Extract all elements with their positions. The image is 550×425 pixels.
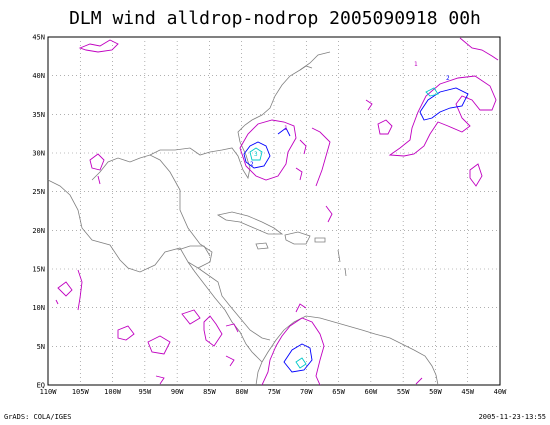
contour-labels: 1 2 1 2 3 <box>250 61 450 168</box>
grid-lines <box>48 37 500 385</box>
latitude-label: EQ <box>37 382 45 390</box>
contour-label: 1 <box>414 61 418 68</box>
longitude-label: 65W <box>332 388 345 396</box>
contours-level-3 <box>249 87 439 369</box>
longitude-label: 45W <box>461 388 474 396</box>
latitude-label: 15N <box>32 266 45 274</box>
latitude-label: 5N <box>37 343 45 351</box>
longitude-label: 85W <box>203 388 216 396</box>
contour-label: 3 <box>254 151 258 158</box>
contours-level-2 <box>243 87 469 373</box>
contour-label: 2 <box>446 75 450 82</box>
coastlines <box>47 51 439 386</box>
longitude-label: 40W <box>494 388 507 396</box>
longitude-label: 75W <box>268 388 281 396</box>
longitude-tick-labels: 110W 105W 100W 95W 90W 85W 80W 75W 70W 65W 60W 55W 5… <box>40 388 508 396</box>
longitude-label: 90W <box>171 388 184 396</box>
longitude-label: 95W <box>139 388 152 396</box>
latitude-label: 35N <box>32 111 45 119</box>
contour-label: 2 <box>250 161 254 168</box>
longitude-label: 100W <box>104 388 122 396</box>
map-title: DLM wind alldrop-nodrop 2005090918 00h <box>69 8 481 29</box>
longitude-label: 70W <box>300 388 313 396</box>
latitude-label: 20N <box>32 227 45 235</box>
footer-credit: GrADS: COLA/IGES <box>4 413 72 421</box>
contours-level-1 <box>55 37 499 386</box>
contour-label: 1 <box>284 125 288 132</box>
footer-timestamp: 2005-11-23-13:55 <box>478 413 546 421</box>
longitude-label: 105W <box>72 388 90 396</box>
latitude-label: 25N <box>32 188 45 196</box>
latitude-tick-labels: EQ 5N 10N 15N 20N 25N 30N 35N 40N 45N <box>32 34 45 390</box>
longitude-label: 50W <box>429 388 442 396</box>
latitude-label: 10N <box>32 304 45 312</box>
longitude-label: 80W <box>235 388 248 396</box>
latitude-label: 30N <box>32 150 45 158</box>
longitude-label: 110W <box>40 388 58 396</box>
longitude-label: 60W <box>365 388 378 396</box>
latitude-label: 40N <box>32 72 45 80</box>
latitude-label: 45N <box>32 34 45 42</box>
longitude-label: 55W <box>397 388 410 396</box>
